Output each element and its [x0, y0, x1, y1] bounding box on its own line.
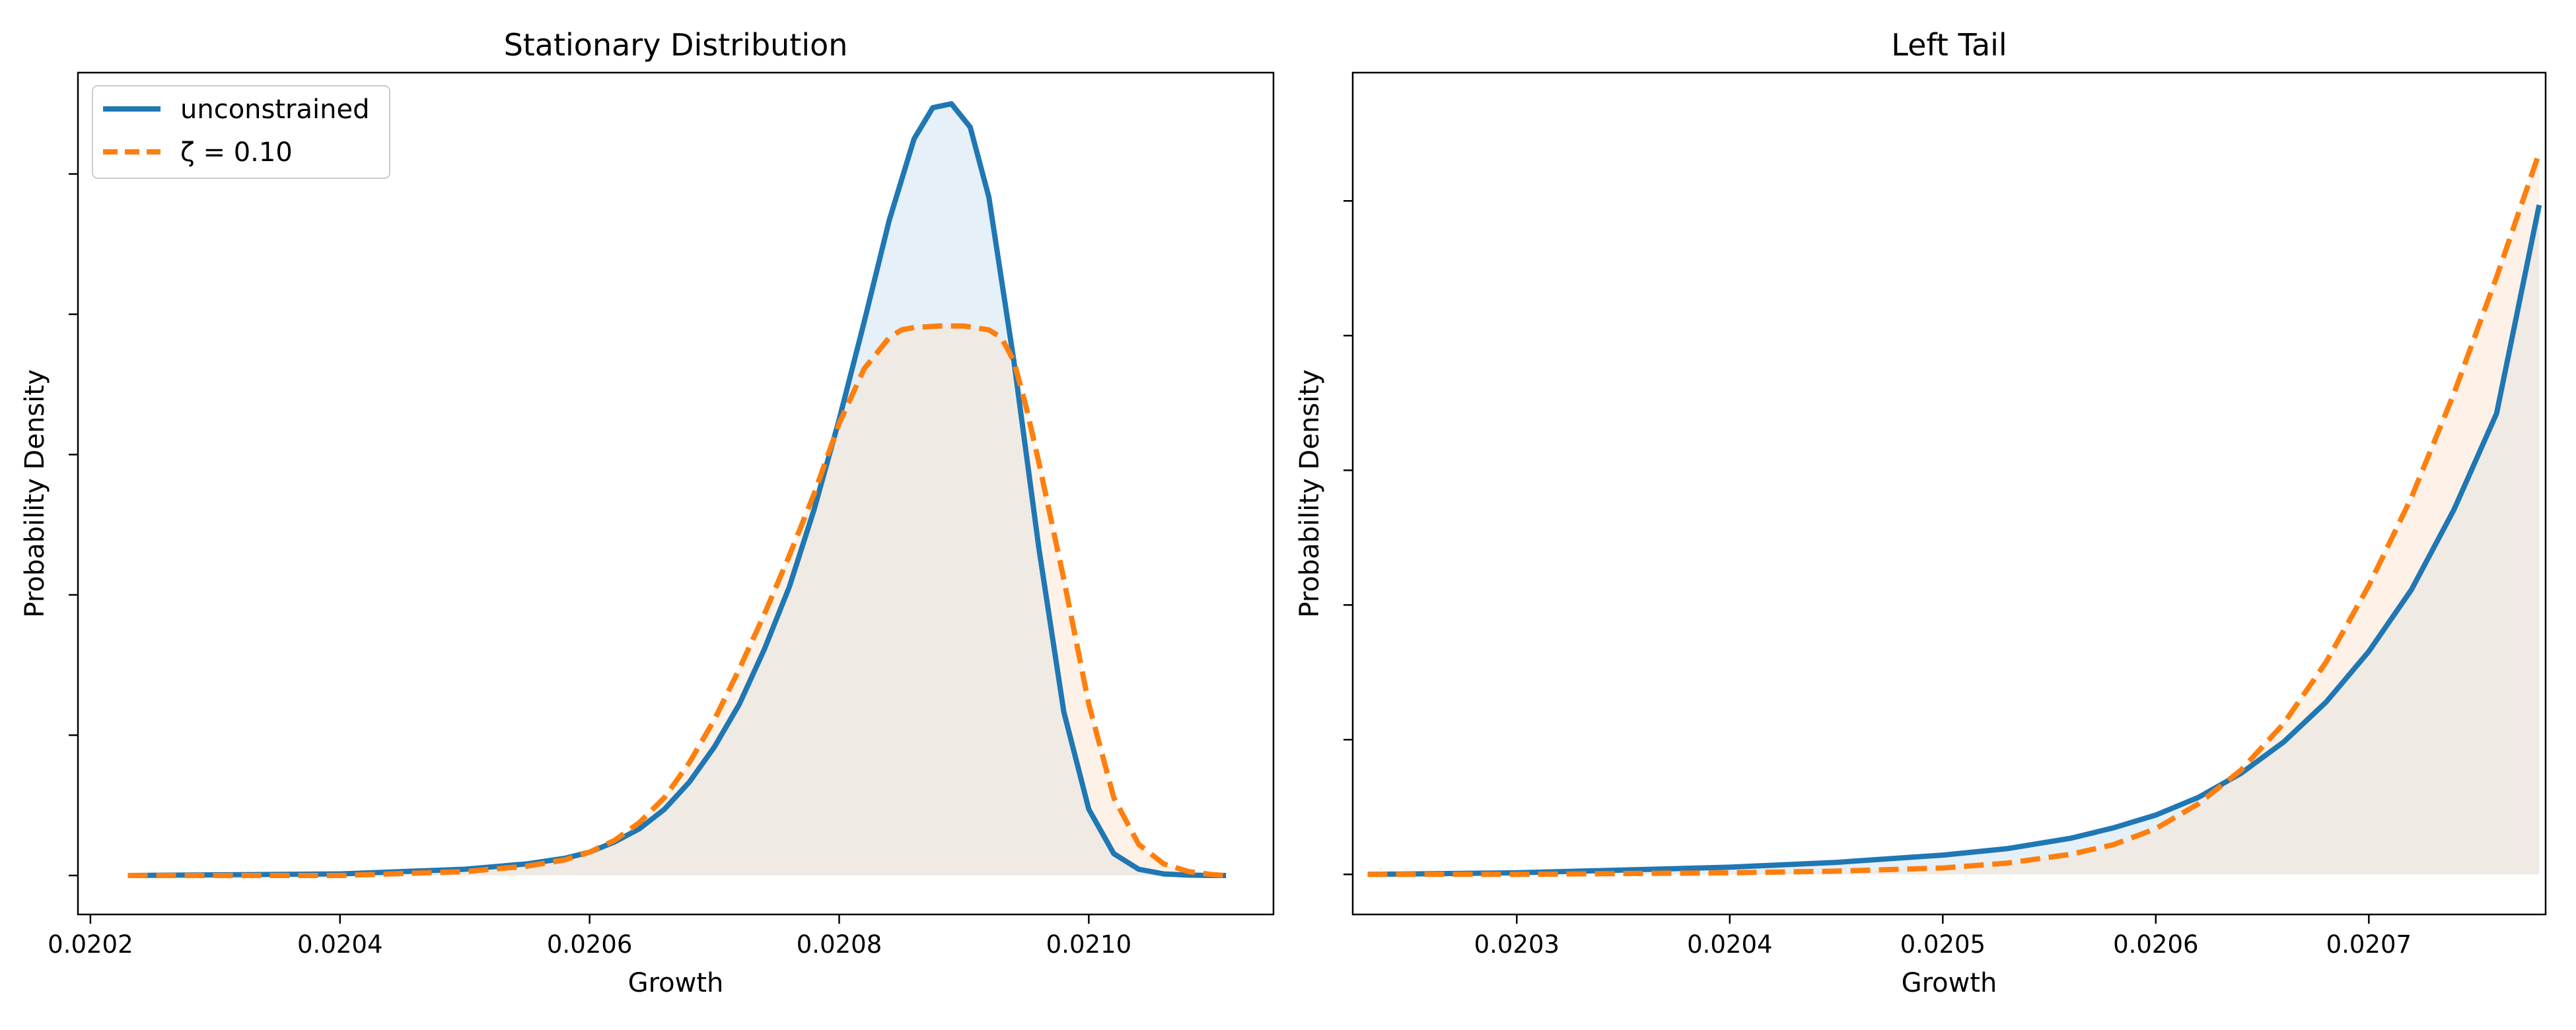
x-tick-label: 0.0206 [547, 930, 632, 959]
legend-box [92, 85, 390, 179]
x-tick-label: 0.0207 [2326, 930, 2412, 959]
legend-label-zeta: ζ = 0.10 [180, 137, 293, 168]
area-fill-series-0 [127, 104, 1227, 876]
x-tick-label: 0.0205 [1900, 930, 1986, 959]
y-ticks [1343, 200, 1353, 876]
x-axis-label: Growth [628, 968, 724, 998]
series-lines [127, 101, 1227, 878]
x-axis-label: Growth [1902, 968, 1997, 998]
axes-frame [1351, 71, 2547, 916]
chart-stationary-distribution: 0.0202 0.0204 0.0206 0.0208 0.0210 Stationar… [20, 27, 1275, 998]
x-tick-label: 0.0206 [2113, 930, 2198, 959]
x-ticks: 0.0202 0.0204 0.0206 0.0208 0.0210 [48, 914, 1131, 959]
x-tick-label: 0.0204 [1687, 930, 1772, 959]
area-fills [127, 104, 1227, 876]
y-ticks [69, 173, 78, 877]
y-axis-label: Probability Density [1295, 369, 1325, 617]
x-tick-label: 0.0202 [48, 930, 133, 959]
x-tick-label: 0.0203 [1474, 930, 1559, 959]
chart-left-tail: 0.0203 0.0204 0.0205 0.0206 0.0207 Left Tail… [1295, 27, 2547, 998]
area-fill-series-1 [127, 326, 1227, 876]
legend: unconstrained ζ = 0.10 [92, 85, 390, 179]
x-tick-label: 0.0204 [297, 930, 382, 959]
series-line-0 [1367, 204, 2542, 877]
area-fill-series-0 [1367, 205, 2540, 875]
area-fill-series-1 [1367, 153, 2540, 875]
legend-label-unconstrained: unconstrained [180, 94, 369, 125]
x-tick-label: 0.0210 [1046, 930, 1131, 959]
x-ticks: 0.0203 0.0204 0.0205 0.0206 0.0207 [1474, 914, 2412, 959]
axes-frame [77, 71, 1275, 916]
y-axis-label: Probability Density [20, 369, 50, 617]
series-lines [1367, 152, 2542, 877]
chart-title: Left Tail [1891, 27, 2007, 63]
area-fills [1367, 153, 2540, 875]
series-line-1 [127, 323, 1227, 878]
chart-title: Stationary Distribution [504, 27, 848, 63]
series-line-1 [1367, 152, 2542, 877]
x-tick-label: 0.0208 [797, 930, 882, 959]
